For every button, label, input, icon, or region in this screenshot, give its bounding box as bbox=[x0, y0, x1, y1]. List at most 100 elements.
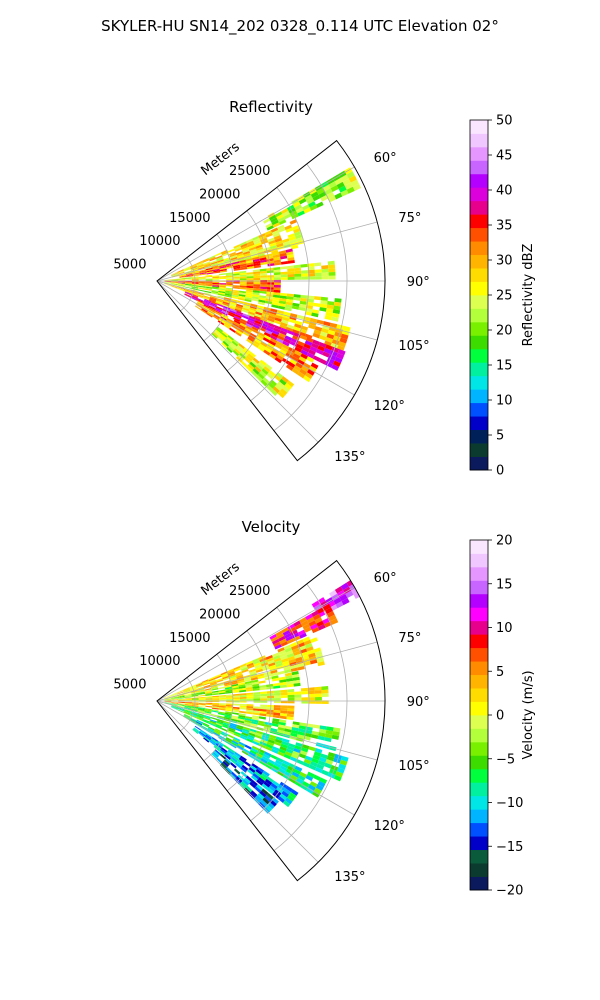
echo-cell bbox=[177, 284, 185, 287]
echo-cell bbox=[293, 768, 301, 775]
echo-cell bbox=[234, 331, 242, 337]
echo-cell bbox=[205, 281, 213, 283]
echo-cell bbox=[205, 705, 213, 708]
range-tick-label: 5000 bbox=[113, 678, 146, 693]
echo-cell bbox=[217, 295, 225, 299]
echo-cell bbox=[252, 269, 260, 273]
echo-cell bbox=[210, 739, 217, 745]
echo-cell bbox=[178, 696, 185, 699]
echo-cell bbox=[214, 252, 222, 257]
echo-cell bbox=[230, 741, 238, 747]
echo-cell bbox=[288, 236, 296, 242]
echo-cell bbox=[212, 705, 220, 708]
echo-cell bbox=[259, 708, 267, 712]
echo-cell bbox=[233, 667, 241, 672]
colorbar-segment bbox=[470, 849, 488, 864]
echo-cell bbox=[288, 658, 296, 664]
echo-cell bbox=[289, 239, 297, 244]
echo-cell bbox=[197, 266, 205, 270]
echo-cell bbox=[239, 693, 247, 696]
echo-cell bbox=[164, 283, 171, 287]
echo-cell bbox=[309, 659, 318, 665]
echo-cell bbox=[289, 641, 298, 648]
echo-cell bbox=[232, 706, 240, 710]
echo-cell bbox=[284, 669, 292, 674]
echo-cell bbox=[269, 634, 277, 640]
echo-cell bbox=[272, 746, 280, 752]
echo-cell bbox=[247, 336, 255, 343]
echo-cell bbox=[243, 301, 251, 306]
echo-cell bbox=[233, 736, 241, 742]
echo-cell bbox=[171, 283, 178, 286]
echo-cell bbox=[323, 603, 331, 611]
echo-cell bbox=[204, 690, 212, 693]
echo-cell bbox=[291, 644, 299, 651]
echo-cell bbox=[212, 704, 220, 706]
echo-cell bbox=[210, 262, 218, 266]
echo-cell bbox=[336, 345, 345, 352]
echo-cell bbox=[251, 681, 259, 685]
echo-cell bbox=[237, 254, 245, 259]
echo-cell bbox=[196, 299, 204, 304]
colorbar-segment bbox=[470, 227, 488, 242]
echo-cell bbox=[223, 759, 231, 766]
echo-band-3 bbox=[164, 260, 336, 281]
echo-cell bbox=[178, 273, 186, 276]
echo-cell bbox=[331, 346, 340, 353]
echo-cell bbox=[236, 327, 244, 334]
echo-cell bbox=[171, 273, 178, 277]
echo-cell bbox=[232, 709, 240, 713]
echo-cell bbox=[186, 274, 194, 277]
echo-cell bbox=[196, 261, 203, 266]
echo-cell bbox=[312, 194, 321, 202]
echo-cell bbox=[218, 263, 226, 267]
echo-cell bbox=[183, 712, 191, 716]
echo-cell bbox=[243, 726, 251, 731]
echo-cell bbox=[171, 703, 178, 706]
echo-cell bbox=[248, 351, 256, 358]
echo-cell bbox=[216, 720, 224, 724]
echo-cell bbox=[232, 693, 240, 696]
echo-cell bbox=[212, 693, 219, 696]
echo-cell bbox=[226, 318, 234, 323]
echo-cell bbox=[189, 264, 197, 268]
echo-cell bbox=[292, 721, 300, 726]
echo-cell bbox=[273, 762, 282, 768]
echo-cell bbox=[219, 705, 226, 708]
echo-cell bbox=[201, 679, 209, 683]
echo-cell bbox=[312, 339, 321, 346]
echo-cell bbox=[302, 623, 311, 630]
echo-cell bbox=[326, 755, 335, 762]
echo-band-0 bbox=[263, 167, 362, 231]
echo-cell bbox=[273, 274, 281, 278]
echo-cell bbox=[307, 690, 315, 695]
echo-cell bbox=[267, 695, 275, 699]
echo-cell bbox=[299, 632, 307, 639]
echo-cell bbox=[287, 655, 296, 661]
echo-cell bbox=[252, 294, 260, 298]
echo-cell bbox=[294, 270, 302, 275]
echo-cell bbox=[249, 728, 257, 733]
echo-cell bbox=[224, 322, 232, 328]
echo-cell bbox=[249, 765, 257, 772]
echo-cell bbox=[170, 285, 178, 288]
echo-cell bbox=[248, 751, 256, 757]
echo-cell bbox=[201, 308, 208, 313]
echo-cell bbox=[292, 750, 300, 757]
echo-cell bbox=[190, 267, 198, 270]
echo-cell bbox=[184, 268, 191, 272]
echo-cell bbox=[331, 364, 340, 371]
colorbar-tick-label: 15 bbox=[496, 577, 513, 592]
echo-cell bbox=[271, 767, 279, 774]
echo-cell bbox=[171, 281, 179, 283]
echo-cell bbox=[293, 294, 301, 298]
echo-cell bbox=[213, 330, 220, 337]
echo-cell bbox=[224, 715, 232, 719]
echo-cell bbox=[219, 699, 227, 701]
colorbar-segment bbox=[470, 540, 488, 554]
echo-cell bbox=[185, 292, 192, 296]
echo-cell bbox=[192, 728, 199, 735]
echo-cell bbox=[218, 689, 226, 692]
echo-cell bbox=[284, 647, 293, 653]
echo-cell bbox=[204, 267, 212, 270]
